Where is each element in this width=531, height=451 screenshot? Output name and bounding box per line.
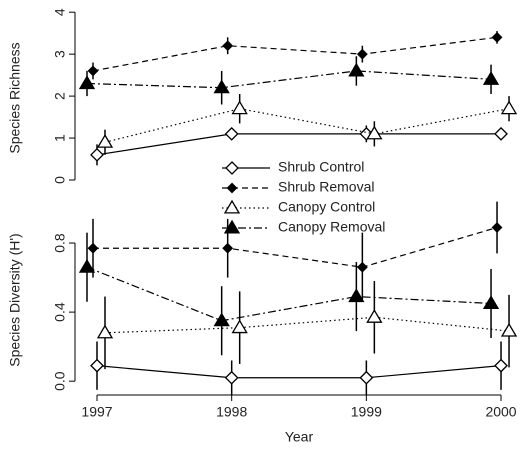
y-tick-label: 1 xyxy=(52,134,68,142)
marker xyxy=(87,242,99,254)
series-line xyxy=(104,108,510,143)
marker xyxy=(87,65,99,77)
series-line xyxy=(96,133,502,156)
marker xyxy=(224,126,239,141)
marker xyxy=(222,40,234,52)
x-tick-label: 1999 xyxy=(351,404,382,420)
y-axis-label: Species Diversity (H') xyxy=(7,233,23,366)
marker xyxy=(356,48,368,60)
legend-label: Shrub Control xyxy=(278,159,364,175)
marker xyxy=(224,370,239,385)
marker xyxy=(366,125,383,140)
marker xyxy=(348,288,365,303)
marker xyxy=(231,100,248,115)
legend-label: Canopy Control xyxy=(278,199,375,215)
series-line xyxy=(104,316,510,334)
series-line xyxy=(86,70,492,89)
marker xyxy=(78,75,96,90)
marker xyxy=(500,100,518,115)
y-tick-label: 0.0 xyxy=(52,371,68,391)
marker xyxy=(359,370,374,385)
series-line xyxy=(96,365,502,379)
y-tick-label: 0.8 xyxy=(52,233,68,253)
marker xyxy=(213,312,230,327)
marker xyxy=(494,126,508,141)
y-axis-label: Species Richness xyxy=(7,42,23,153)
x-tick-label: 1998 xyxy=(216,404,247,420)
y-tick-label: 2 xyxy=(52,92,68,100)
marker xyxy=(90,147,104,162)
x-tick-label: 1997 xyxy=(81,404,112,420)
marker xyxy=(96,133,114,148)
marker xyxy=(491,31,503,43)
y-tick-label: 0.4 xyxy=(52,302,68,322)
legend-marker xyxy=(225,161,239,175)
y-tick-label: 3 xyxy=(52,50,68,58)
legend-label: Shrub Removal xyxy=(278,179,375,195)
marker xyxy=(96,324,114,339)
series-line xyxy=(92,36,498,72)
marker xyxy=(213,79,230,94)
legend-label: Canopy Removal xyxy=(278,219,385,235)
series-line xyxy=(93,226,498,268)
marker xyxy=(366,309,383,323)
marker xyxy=(222,242,234,254)
x-tick-label: 2000 xyxy=(485,404,516,420)
marker xyxy=(231,319,248,334)
marker xyxy=(494,358,508,373)
y-tick-label: 4 xyxy=(52,8,68,16)
y-tick-label: 0 xyxy=(52,176,68,184)
marker xyxy=(482,295,500,310)
legend-marker xyxy=(223,199,241,214)
marker xyxy=(491,222,503,233)
legend-marker xyxy=(223,219,241,234)
marker xyxy=(500,322,518,337)
series-line xyxy=(86,266,492,322)
legend-marker xyxy=(226,182,238,194)
marker xyxy=(90,358,104,373)
marker xyxy=(482,71,500,85)
marker xyxy=(348,62,365,77)
x-axis-label: Year xyxy=(285,429,314,445)
marker xyxy=(356,261,368,273)
marker xyxy=(78,258,96,273)
